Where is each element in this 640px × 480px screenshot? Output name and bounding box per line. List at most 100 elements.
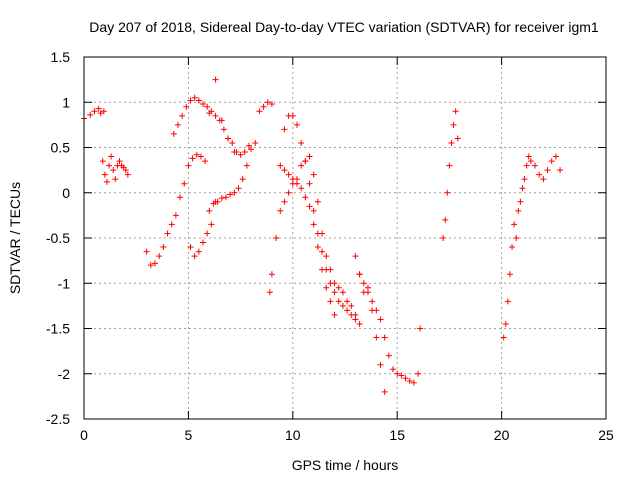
data-point (106, 162, 113, 169)
data-point (310, 207, 317, 214)
data-point (335, 284, 342, 291)
series-s3 (143, 139, 259, 269)
data-point (415, 370, 422, 377)
data-point (273, 235, 280, 241)
data-point (523, 162, 530, 169)
data-point (314, 244, 321, 251)
data-point (394, 370, 401, 377)
chart-title: Day 207 of 2018, Sidereal Day-to-day VTE… (89, 19, 599, 35)
data-point (410, 379, 417, 386)
data-point (306, 153, 313, 160)
data-point (112, 176, 119, 183)
data-point (91, 108, 98, 115)
series-s7 (256, 99, 275, 115)
data-point (454, 135, 461, 142)
data-point (235, 185, 242, 192)
data-point (256, 108, 263, 115)
data-point (227, 191, 234, 198)
data-point (241, 149, 248, 156)
y-tick-label: -1.5 (46, 321, 70, 337)
y-tick-label: -2 (58, 366, 71, 382)
data-point (331, 311, 338, 318)
data-point (143, 248, 150, 255)
data-point (440, 235, 447, 241)
data-point (204, 230, 211, 237)
data-point (156, 253, 163, 260)
data-point (331, 280, 338, 287)
data-point (197, 153, 204, 160)
data-point (108, 153, 115, 160)
data-point (248, 146, 255, 153)
data-point (406, 377, 413, 384)
data-point (381, 334, 388, 341)
data-point (174, 121, 181, 128)
data-points (81, 76, 564, 395)
data-point (172, 212, 179, 219)
data-point (212, 112, 219, 119)
data-point (212, 76, 219, 83)
data-point (170, 130, 177, 137)
data-point (293, 121, 300, 128)
data-point (191, 253, 198, 260)
data-point (352, 253, 359, 260)
data-point (260, 103, 267, 110)
data-point (323, 284, 330, 291)
data-point (364, 289, 371, 296)
data-point (377, 361, 384, 368)
data-point (319, 230, 326, 237)
data-point (527, 158, 534, 165)
data-point (298, 139, 305, 146)
data-point (352, 311, 359, 318)
data-point (204, 103, 211, 110)
data-point (519, 185, 526, 192)
data-point (511, 221, 518, 228)
y-tick-label: -1 (58, 275, 71, 291)
data-point (237, 151, 244, 158)
data-point (100, 108, 107, 115)
series-s14 (500, 153, 564, 341)
data-point (344, 298, 351, 305)
data-point (448, 139, 455, 146)
data-point (557, 167, 564, 174)
data-point (281, 126, 288, 133)
data-point (381, 388, 388, 395)
data-point (243, 162, 250, 169)
data-point (222, 194, 229, 201)
data-point (356, 320, 363, 327)
grid (84, 57, 606, 419)
x-tick-label: 15 (389, 427, 405, 443)
data-point (450, 121, 457, 128)
data-point (513, 235, 520, 241)
data-point (285, 189, 292, 196)
y-tick-label: 1 (62, 94, 70, 110)
data-point (323, 253, 330, 260)
y-tick-label: -2.5 (46, 411, 70, 427)
data-point (398, 372, 405, 379)
data-point (446, 162, 453, 169)
data-point (344, 307, 351, 314)
x-tick-label: 10 (285, 427, 301, 443)
series-s2 (99, 153, 131, 185)
data-point (525, 153, 532, 160)
data-point (179, 112, 186, 119)
y-axis-title: SDTVAR / TECUs (7, 182, 23, 294)
data-point (160, 244, 167, 251)
data-point (151, 260, 158, 267)
data-point (314, 198, 321, 205)
data-point (285, 171, 292, 178)
data-point (532, 162, 539, 169)
data-point (231, 189, 238, 196)
data-point (218, 117, 225, 124)
data-point (500, 334, 507, 341)
data-point (281, 167, 288, 174)
data-point (319, 266, 326, 273)
data-point (191, 94, 198, 101)
data-point (385, 352, 392, 359)
series-s1 (81, 105, 107, 122)
data-point (200, 239, 207, 246)
data-point (289, 112, 296, 119)
data-point (206, 207, 213, 214)
x-tick-label: 5 (185, 427, 193, 443)
data-point (356, 271, 363, 278)
data-point (122, 167, 129, 174)
